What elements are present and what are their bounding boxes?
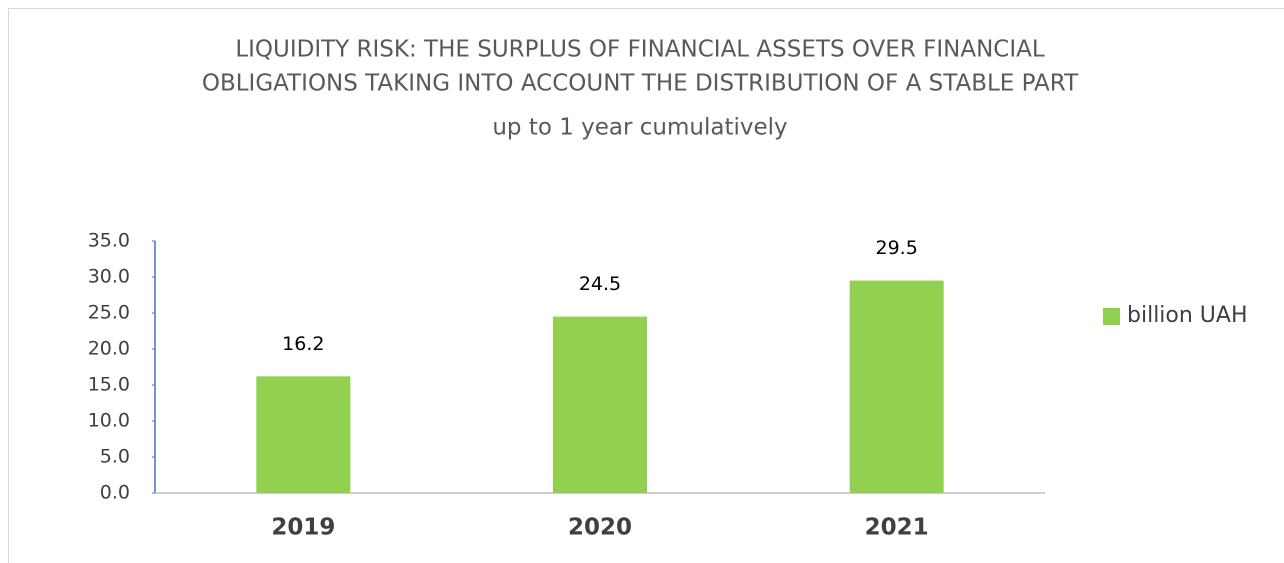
y-tick-label: 35.0 <box>88 230 130 252</box>
y-tick-label: 30.0 <box>88 266 130 288</box>
bar <box>256 376 351 493</box>
data-label: 24.5 <box>579 273 621 295</box>
x-tick-label: 2019 <box>271 515 335 541</box>
x-tick-label: 2021 <box>865 515 929 541</box>
data-label: 16.2 <box>282 333 324 355</box>
chart-title: up to 1 year cumulatively <box>492 115 787 141</box>
legend-label: billion UAH <box>1127 303 1248 328</box>
legend-swatch <box>1103 308 1120 325</box>
y-tick-label: 20.0 <box>88 338 130 360</box>
y-tick-label: 15.0 <box>88 374 130 396</box>
chart-title: OBLIGATIONS TAKING INTO ACCOUNT THE DIST… <box>202 71 1079 97</box>
x-tick-label: 2020 <box>568 515 632 541</box>
y-tick-label: 25.0 <box>88 302 130 324</box>
bar <box>849 280 944 493</box>
y-tick-label: 10.0 <box>88 410 130 432</box>
y-tick-label: 0.0 <box>100 482 130 504</box>
bar <box>553 316 647 493</box>
chart-title: LIQUIDITY RISK: THE SURPLUS OF FINANCIAL… <box>235 37 1045 63</box>
y-tick-label: 5.0 <box>100 446 130 468</box>
data-label: 29.5 <box>876 237 918 259</box>
